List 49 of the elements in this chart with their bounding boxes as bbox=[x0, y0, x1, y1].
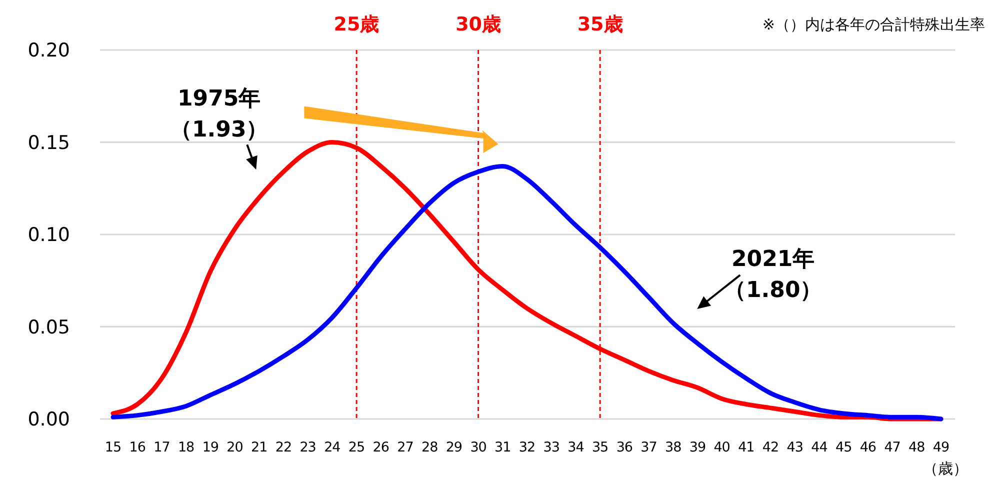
x-tick-label: 41 bbox=[738, 440, 754, 456]
x-tick-label: 27 bbox=[397, 440, 414, 456]
annotation: 2021年 bbox=[732, 246, 815, 272]
ref-line-label: 35歳 bbox=[577, 14, 623, 36]
x-tick-label: 47 bbox=[884, 440, 900, 456]
x-tick-label: 43 bbox=[786, 440, 803, 456]
x-tick-label: 38 bbox=[665, 440, 682, 456]
x-tick-label: 26 bbox=[372, 440, 389, 456]
x-tick-label: 36 bbox=[616, 440, 633, 456]
x-tick-label: 31 bbox=[494, 440, 511, 456]
x-tick-label: 28 bbox=[421, 440, 438, 456]
x-tick-label: 48 bbox=[908, 440, 925, 456]
ref-line-label: 25歳 bbox=[334, 14, 380, 36]
x-tick-label: 22 bbox=[275, 440, 292, 456]
x-tick-label: 45 bbox=[835, 440, 852, 456]
x-tick-label: 30 bbox=[470, 440, 486, 456]
x-tick-label: 25 bbox=[348, 440, 365, 456]
x-tick-label: 35 bbox=[592, 440, 608, 456]
x-axis-title: （歳） bbox=[923, 459, 968, 478]
x-tick-label: 32 bbox=[518, 440, 536, 456]
x-tick-label: 20 bbox=[226, 440, 243, 456]
x-tick-label: 15 bbox=[104, 440, 122, 456]
annotation: （1.93） bbox=[170, 117, 268, 142]
y-tick-label: 0.15 bbox=[28, 132, 70, 154]
x-tick-label: 29 bbox=[446, 440, 462, 456]
y-tick-label: 0.20 bbox=[28, 40, 70, 62]
x-tick-label: 18 bbox=[178, 440, 194, 456]
x-tick-label: 19 bbox=[202, 440, 219, 456]
x-tick-label: 16 bbox=[129, 440, 146, 456]
y-tick-label: 0.00 bbox=[28, 408, 70, 431]
x-tick-label: 39 bbox=[689, 440, 706, 456]
x-tick-label: 40 bbox=[714, 440, 730, 456]
x-tick-label: 46 bbox=[860, 440, 876, 456]
x-tick-label: 42 bbox=[762, 440, 779, 456]
x-tick-label: 37 bbox=[640, 440, 657, 456]
x-tick-label: 21 bbox=[251, 440, 268, 456]
ref-line-label: 30歳 bbox=[456, 14, 502, 36]
text: ※（）内は各年の合計特殊出生率 bbox=[762, 15, 985, 34]
y-tick-label: 0.10 bbox=[28, 224, 70, 246]
x-tick-label: 44 bbox=[811, 440, 828, 456]
x-tick-label: 17 bbox=[154, 440, 170, 456]
x-tick-label: 34 bbox=[568, 440, 584, 456]
annotation: （1.80） bbox=[724, 278, 822, 303]
x-tick-label: 24 bbox=[324, 440, 340, 456]
x-tick-label: 23 bbox=[300, 440, 316, 456]
annotation: 1975年 bbox=[178, 86, 261, 112]
x-tick-label: 33 bbox=[543, 440, 560, 456]
y-tick-label: 0.05 bbox=[28, 316, 70, 338]
x-tick-label: 49 bbox=[932, 440, 950, 456]
